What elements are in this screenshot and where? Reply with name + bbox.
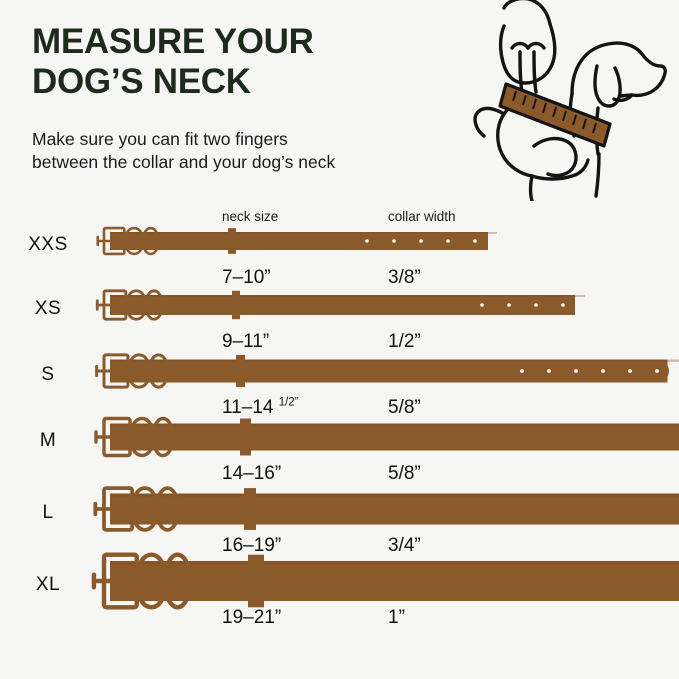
collar-illustration — [93, 486, 679, 532]
table-row: XS 9–11” 1/2” — [0, 270, 679, 366]
value-neck-size: 19–21” — [222, 607, 282, 628]
value-collar-width: 3/8” — [388, 267, 421, 288]
table-row: XL 19–21” 1” — [0, 546, 679, 642]
size-label: XXS — [28, 234, 68, 255]
page-title: MEASURE YOUR DOG’S NECK — [32, 22, 314, 101]
table-row: S 11–14 1/2” 5/8” — [0, 336, 679, 432]
size-label: XL — [35, 574, 61, 595]
value-neck-size: 9–11” — [222, 331, 270, 352]
table-row: L 16–19” 3/4” — [0, 474, 679, 570]
collar-illustration — [95, 289, 585, 321]
value-collar-width: 1/2” — [388, 331, 421, 352]
value-collar-width: 1” — [388, 607, 405, 628]
value-neck-size: 14–16” — [222, 463, 282, 484]
value-neck-size: 11–14 1/2” — [222, 396, 299, 418]
collar-illustration — [91, 552, 679, 610]
column-header-neck-size: neck size — [222, 209, 279, 224]
column-header-collar-width: collar width — [388, 209, 456, 224]
collar-illustration — [96, 226, 497, 256]
size-label: XS — [34, 298, 62, 319]
collar-illustration — [94, 416, 679, 458]
column-headers: neck size collar width — [0, 210, 679, 228]
value-neck-size: 16–19” — [222, 535, 282, 556]
ruler-icon — [498, 82, 612, 148]
value-collar-width: 5/8” — [388, 463, 421, 484]
table-row: M 14–16” 5/8” — [0, 402, 679, 498]
size-label: L — [42, 502, 54, 523]
size-label: S — [41, 364, 55, 385]
value-collar-width: 3/4” — [388, 535, 421, 556]
page-subtitle: Make sure you can fit two fingers betwee… — [32, 129, 336, 173]
size-label: M — [39, 430, 57, 451]
value-neck-size: 7–10” — [222, 267, 271, 288]
dog-neck-measuring-illustration — [468, 0, 679, 203]
collar-illustration — [95, 353, 679, 389]
value-collar-width: 5/8” — [388, 397, 421, 418]
table-row: XXS 7–10” 3/8” — [0, 206, 679, 302]
